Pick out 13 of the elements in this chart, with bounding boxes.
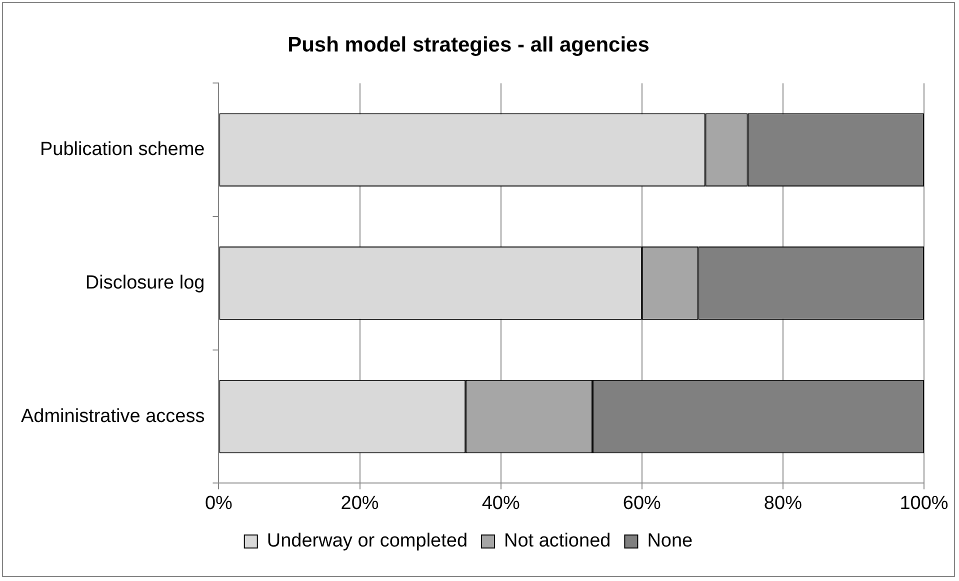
x-tick-label: 60%	[622, 492, 662, 514]
legend-label: None	[647, 530, 693, 552]
x-tick-label: 80%	[764, 492, 802, 514]
legend-label: Underway or completed	[266, 530, 468, 552]
x-tick-label: 0%	[204, 492, 233, 514]
legend-label: Not actioned	[504, 530, 611, 552]
x-tick-label: 100%	[900, 492, 948, 514]
x-tick-label: 40%	[482, 492, 520, 514]
y-tick-label: Disclosure log	[85, 272, 205, 294]
y-tick-label: Administrative access	[20, 406, 205, 427]
chart-title: Push model strategies - all agencies	[288, 33, 650, 56]
x-tick-label: 20%	[340, 492, 379, 514]
y-tick-label: Publication scheme	[40, 139, 205, 160]
